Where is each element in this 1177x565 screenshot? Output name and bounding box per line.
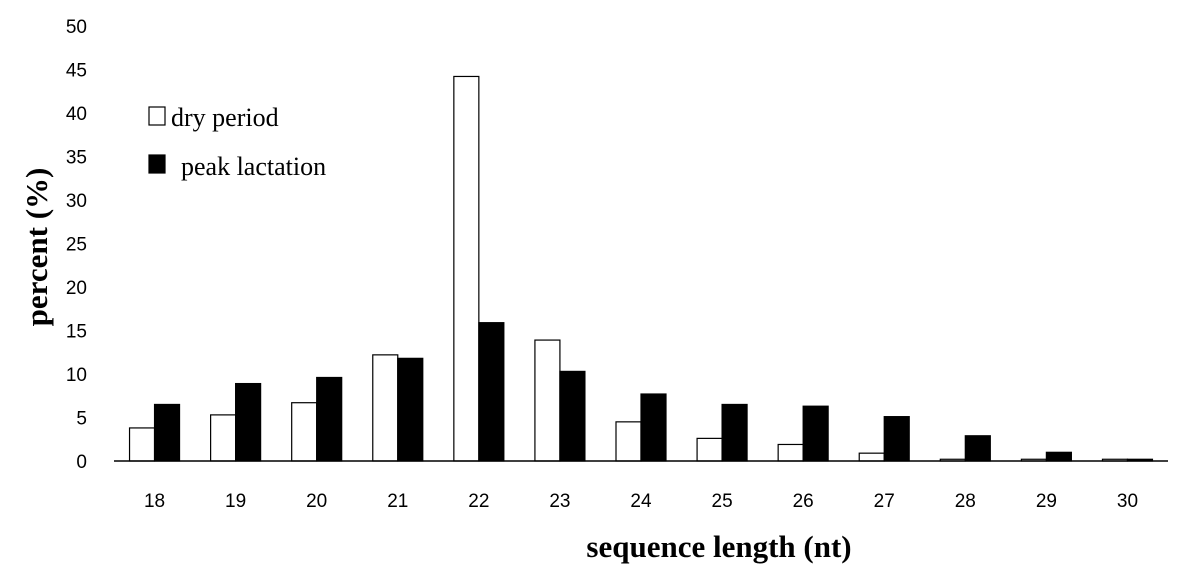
x-tick-label: 30 (1117, 491, 1138, 512)
x-tick-label: 25 (712, 491, 733, 512)
legend-label-peak-lactation: peak lactation (181, 152, 326, 181)
legend-label-dry-period: dry period (171, 103, 279, 132)
bar-dry-period (534, 339, 561, 462)
bar-dry-period (291, 402, 318, 462)
y-tick-label: 30 (66, 191, 87, 212)
y-tick-label: 15 (66, 322, 87, 343)
y-axis-ticks: 0 5 10 15 20 25 30 35 40 45 50 (66, 17, 87, 473)
y-tick-label: 0 (76, 452, 87, 473)
legend-swatch-peak-lactation (148, 154, 166, 174)
bar-dry-period (372, 354, 399, 462)
bar-peak-lactation (316, 376, 343, 462)
bar-peak-lactation (640, 393, 667, 462)
y-tick-label: 5 (76, 409, 87, 430)
x-tick-label: 21 (387, 491, 408, 512)
x-tick-label: 28 (955, 491, 976, 512)
bar-peak-lactation (802, 405, 829, 462)
y-tick-label: 45 (66, 61, 87, 82)
y-tick-label: 20 (66, 278, 87, 299)
y-tick-label: 25 (66, 235, 87, 256)
y-tick-label: 50 (66, 17, 87, 38)
bar-peak-lactation (397, 357, 424, 462)
x-tick-label: 20 (306, 491, 327, 512)
x-axis-title: sequence length (nt) (586, 529, 851, 564)
bar-peak-lactation (1045, 451, 1072, 462)
bar-dry-period (128, 427, 156, 462)
x-tick-label: 29 (1036, 491, 1057, 512)
bar-dry-period (858, 452, 885, 462)
bar-peak-lactation (153, 403, 181, 462)
y-tick-label: 40 (66, 104, 87, 125)
y-tick-label: 35 (66, 148, 87, 169)
bar-dry-period (615, 421, 642, 462)
bar-dry-period (777, 443, 804, 462)
bar-peak-lactation (883, 416, 910, 462)
bar-peak-lactation (478, 322, 505, 462)
x-axis-ticks: 18 19 20 21 22 23 24 25 26 27 28 29 30 (144, 491, 1138, 512)
x-tick-label: 22 (468, 491, 489, 512)
bars (128, 75, 1154, 462)
y-tick-label: 10 (66, 365, 87, 386)
x-tick-label: 24 (630, 491, 652, 512)
x-tick-label: 23 (549, 491, 570, 512)
y-axis-title: percent (%) (19, 168, 54, 327)
x-tick-label: 18 (144, 491, 165, 512)
bar-dry-period (210, 414, 237, 462)
bar-dry-period (453, 75, 480, 462)
bar-peak-lactation (964, 435, 991, 462)
x-tick-label: 27 (874, 491, 895, 512)
bar-peak-lactation (721, 403, 748, 462)
x-tick-label: 19 (225, 491, 246, 512)
legend-swatch-dry-period (148, 106, 166, 126)
bar-peak-lactation (559, 370, 586, 462)
legend: dry period peak lactation (148, 103, 326, 181)
x-tick-label: 26 (793, 491, 814, 512)
bar-dry-period (696, 437, 723, 462)
bar-peak-lactation (235, 382, 262, 462)
